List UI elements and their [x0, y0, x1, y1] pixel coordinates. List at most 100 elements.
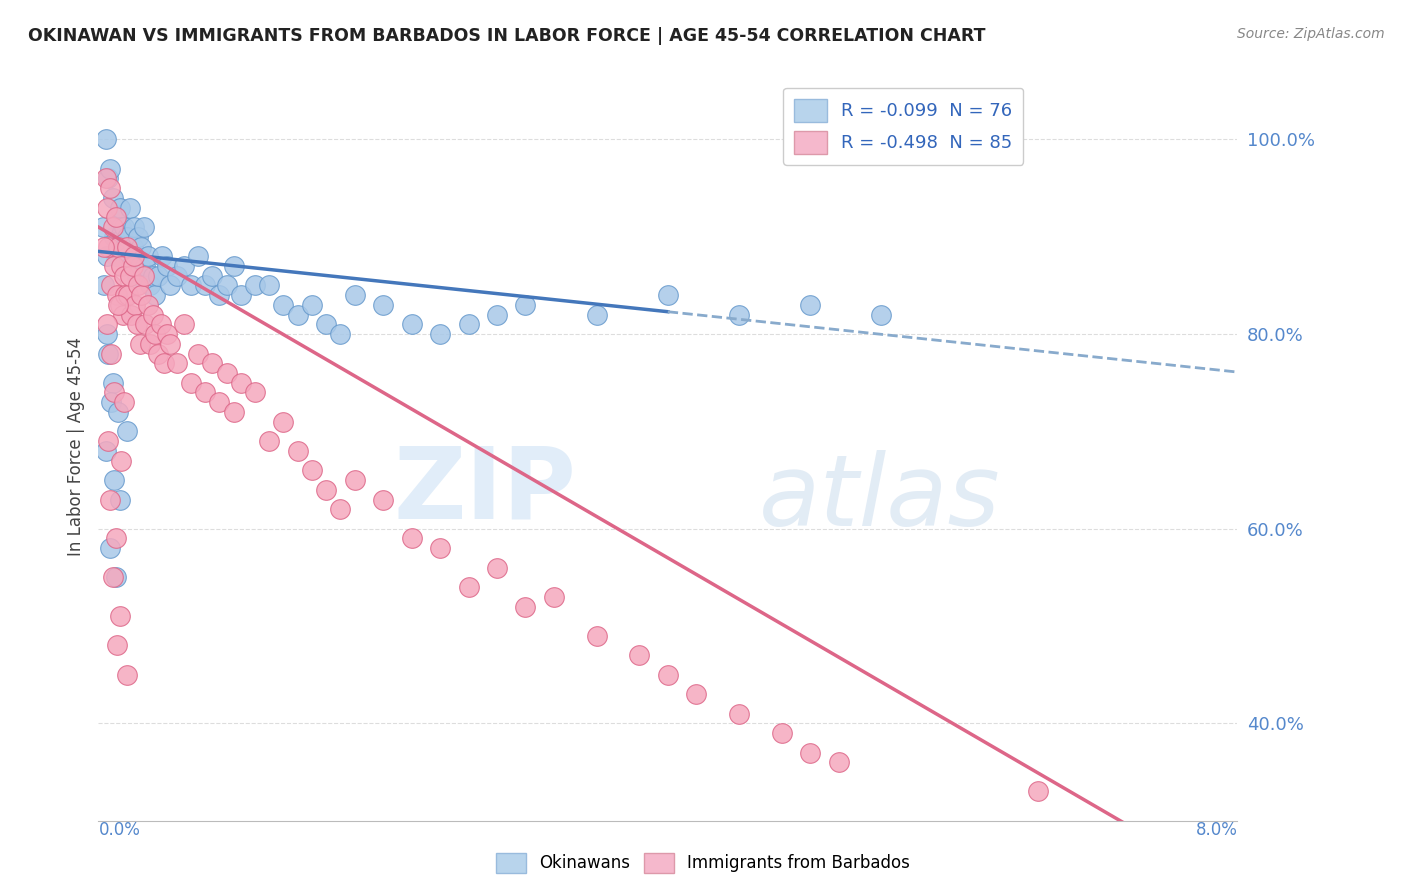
Point: [145, 327, 167, 342]
Point: [96, 249, 118, 263]
Point: [728, 308, 751, 322]
Point: [112, 268, 135, 283]
Point: [98, 181, 121, 195]
Point: [110, 259, 132, 273]
Point: [515, 599, 537, 614]
Point: [103, 259, 125, 273]
Point: [104, 570, 127, 584]
Point: [115, 425, 138, 439]
Point: [124, 298, 146, 312]
Point: [97, 346, 120, 360]
Point: [728, 706, 751, 721]
Point: [93, 278, 115, 293]
Point: [194, 278, 217, 293]
Point: [104, 249, 127, 263]
Point: [132, 220, 155, 235]
Point: [401, 532, 423, 546]
Point: [371, 492, 394, 507]
Point: [128, 259, 150, 273]
Point: [136, 298, 159, 312]
Point: [125, 268, 148, 283]
Point: [107, 298, 129, 312]
Point: [259, 434, 281, 449]
Point: [98, 492, 121, 507]
Point: [97, 171, 120, 186]
Point: [166, 268, 188, 283]
Point: [141, 268, 163, 283]
Point: [114, 239, 136, 253]
Text: ZIP: ZIP: [394, 442, 576, 540]
Point: [91, 220, 114, 235]
Point: [138, 278, 160, 293]
Point: [208, 288, 231, 302]
Point: [799, 298, 821, 312]
Point: [770, 726, 793, 740]
Point: [159, 336, 181, 351]
Point: [141, 308, 163, 322]
Point: [108, 298, 131, 312]
Point: [215, 366, 238, 380]
Point: [187, 346, 209, 360]
Point: [243, 278, 266, 293]
Point: [96, 327, 118, 342]
Point: [201, 356, 224, 370]
Point: [94, 443, 117, 458]
Point: [180, 376, 202, 390]
Point: [585, 308, 607, 322]
Point: [486, 308, 509, 322]
Point: [101, 191, 124, 205]
Point: [108, 492, 131, 507]
Point: [129, 239, 152, 253]
Point: [287, 308, 309, 322]
Point: [329, 327, 352, 342]
Point: [94, 132, 117, 146]
Point: [105, 288, 128, 302]
Point: [97, 239, 120, 253]
Point: [122, 220, 145, 235]
Point: [287, 443, 309, 458]
Point: [111, 308, 134, 322]
Point: [229, 288, 252, 302]
Point: [156, 327, 179, 342]
Point: [585, 629, 607, 643]
Point: [115, 239, 138, 253]
Legend: Okinawans, Immigrants from Barbados: Okinawans, Immigrants from Barbados: [489, 847, 917, 880]
Point: [429, 541, 451, 556]
Point: [96, 201, 118, 215]
Point: [153, 356, 176, 370]
Point: [457, 318, 479, 332]
Point: [112, 220, 135, 235]
Point: [105, 639, 128, 653]
Point: [132, 268, 155, 283]
Point: [145, 288, 167, 302]
Point: [115, 667, 138, 681]
Point: [108, 609, 131, 624]
Point: [1026, 784, 1049, 798]
Point: [125, 318, 148, 332]
Point: [515, 298, 537, 312]
Point: [103, 473, 125, 487]
Point: [657, 667, 679, 681]
Point: [156, 259, 179, 273]
Point: [201, 268, 224, 283]
Point: [343, 473, 366, 487]
Point: [301, 463, 323, 477]
Point: [457, 580, 479, 594]
Point: [114, 288, 136, 302]
Point: [148, 268, 170, 283]
Point: [148, 346, 170, 360]
Point: [152, 249, 174, 263]
Point: [429, 327, 451, 342]
Point: [315, 483, 337, 497]
Point: [115, 229, 138, 244]
Point: [180, 278, 202, 293]
Point: [128, 336, 150, 351]
Point: [229, 376, 252, 390]
Point: [104, 211, 127, 225]
Point: [222, 405, 245, 419]
Point: [273, 298, 295, 312]
Point: [187, 249, 209, 263]
Point: [101, 220, 124, 235]
Text: atlas: atlas: [759, 450, 1001, 547]
Point: [127, 278, 149, 293]
